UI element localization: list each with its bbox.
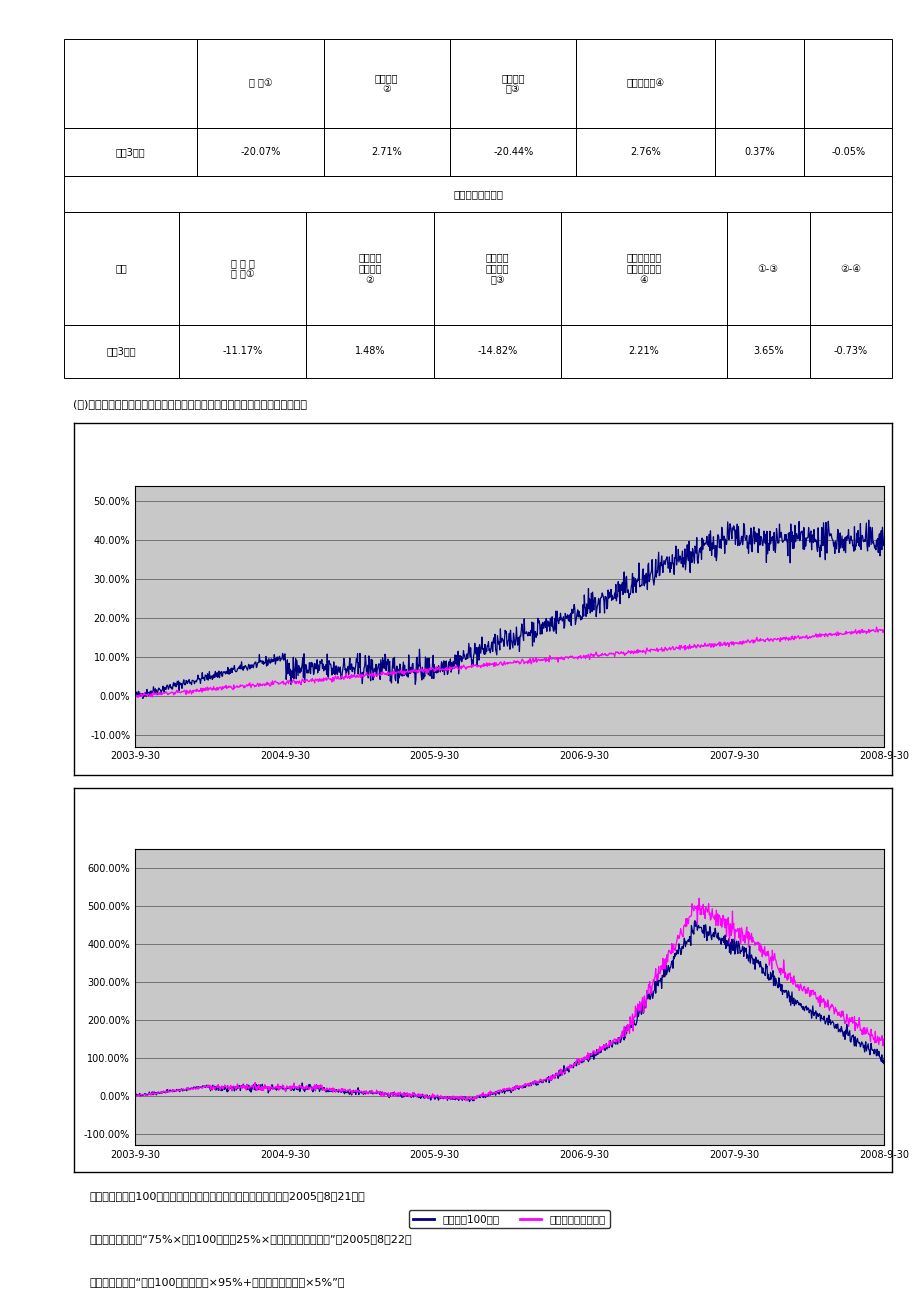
Text: -0.05%: -0.05% bbox=[830, 147, 864, 156]
Bar bbox=[64, 326, 179, 378]
Text: 率标准差
②: 率标准差 ② bbox=[375, 73, 398, 94]
Bar bbox=[575, 128, 715, 176]
Text: 阶段: 阶段 bbox=[116, 263, 128, 273]
Bar bbox=[803, 39, 891, 128]
Text: 净 値 增
长 率①: 净 値 增 长 率① bbox=[231, 258, 255, 280]
Text: 起使用新基准即“深证100指数收益率×95%+銀行同业存款利率×5%”。: 起使用新基准即“深证100指数收益率×95%+銀行同业存款利率×5%”。 bbox=[89, 1277, 345, 1288]
Text: 益率标准差④: 益率标准差④ bbox=[626, 78, 664, 89]
Text: 1.48%: 1.48% bbox=[355, 346, 385, 357]
Bar bbox=[306, 326, 434, 378]
Bar bbox=[179, 212, 306, 326]
Bar bbox=[809, 326, 891, 378]
Bar bbox=[715, 39, 803, 128]
Text: 3.65%: 3.65% bbox=[752, 346, 783, 357]
Bar bbox=[561, 212, 726, 326]
Bar bbox=[575, 39, 715, 128]
Text: 业绩比较
基准收益
率③: 业绩比较 基准收益 率③ bbox=[485, 253, 509, 285]
Bar bbox=[306, 212, 434, 326]
Text: -0.73%: -0.73% bbox=[833, 346, 868, 357]
Text: 0.37%: 0.37% bbox=[743, 147, 774, 156]
Bar bbox=[449, 128, 575, 176]
Bar bbox=[715, 128, 803, 176]
Bar bbox=[64, 128, 197, 176]
Text: 长 率①: 长 率① bbox=[248, 78, 272, 89]
Bar bbox=[809, 212, 891, 326]
Bar bbox=[197, 39, 323, 128]
Bar bbox=[726, 326, 809, 378]
Text: 过去3个月: 过去3个月 bbox=[116, 147, 145, 156]
Text: 基准收益
率③: 基准收益 率③ bbox=[501, 73, 525, 94]
Legend: 融通深证100指数, 业绩比较基准收益率: 融通深证100指数, 业绩比较基准收益率 bbox=[409, 1210, 609, 1228]
Text: 2.71%: 2.71% bbox=[371, 147, 402, 156]
Bar bbox=[323, 128, 449, 176]
Text: -11.17%: -11.17% bbox=[222, 346, 263, 357]
Bar bbox=[64, 39, 197, 128]
Bar bbox=[803, 128, 891, 176]
Bar bbox=[561, 326, 726, 378]
Text: ①-③: ①-③ bbox=[757, 263, 777, 273]
Legend: 融通债券, 业绩比较基准收益率: 融通债券, 业绩比较基准收益率 bbox=[425, 806, 594, 824]
Text: (三)基金合同生效以来累计净値增长率与业绩比较基准收益率的历史走势比较：: (三)基金合同生效以来累计净値增长率与业绩比较基准收益率的历史走势比较： bbox=[73, 398, 306, 409]
Bar bbox=[434, 326, 561, 378]
Text: 2.21%: 2.21% bbox=[628, 346, 659, 357]
Text: 2.76%: 2.76% bbox=[630, 147, 661, 156]
Text: 融通蓝笹成长基金: 融通蓝笹成长基金 bbox=[453, 189, 503, 199]
Bar bbox=[179, 326, 306, 378]
Bar bbox=[64, 176, 891, 212]
Text: ②-④: ②-④ bbox=[840, 263, 860, 273]
Bar bbox=[449, 39, 575, 128]
Text: 业绩比较基准
收益率标准差
④: 业绩比较基准 收益率标准差 ④ bbox=[626, 253, 661, 285]
Text: -20.44%: -20.44% bbox=[493, 147, 533, 156]
Bar bbox=[434, 212, 561, 326]
Bar bbox=[64, 212, 179, 326]
Bar bbox=[726, 212, 809, 326]
Text: 净値增长
率标准差
②: 净値增长 率标准差 ② bbox=[358, 253, 381, 285]
Text: -14.82%: -14.82% bbox=[477, 346, 517, 357]
Bar bbox=[197, 128, 323, 176]
Bar bbox=[323, 39, 449, 128]
Text: 注：上表中深证100指数基金业绩比较基准项目分段计算，其中：2005年8月21日之: 注：上表中深证100指数基金业绩比较基准项目分段计算，其中：2005年8月21日… bbox=[89, 1191, 365, 1202]
Text: 前（含此日）采用“75%×深证100指数＋25%×銀行间唇券综合指数”，2005年8月22日: 前（含此日）采用“75%×深证100指数＋25%×銀行间唇券综合指数”，2005… bbox=[89, 1234, 412, 1245]
Text: -20.07%: -20.07% bbox=[240, 147, 280, 156]
Text: 过去3个月: 过去3个月 bbox=[107, 346, 136, 357]
